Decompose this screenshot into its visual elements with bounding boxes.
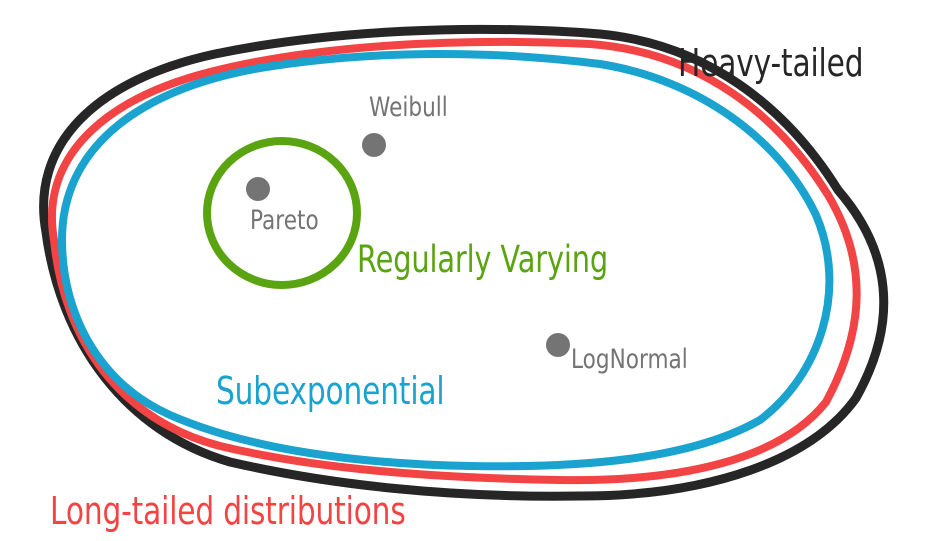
regularly-varying-circle	[203, 137, 361, 289]
lognormal-point	[546, 333, 570, 357]
heavy-tailed-boundary	[39, 24, 889, 501]
weibull-label: Weibull	[369, 92, 448, 123]
pareto-point	[246, 177, 270, 201]
subexponential-label: Subexponential	[216, 369, 445, 413]
lognormal-label: LogNormal	[571, 344, 688, 375]
long-tailed-label: Long-tailed distributions	[50, 489, 406, 533]
subexponential-boundary	[58, 49, 834, 471]
regularly-varying-label: Regularly Varying	[357, 238, 609, 281]
long-tailed-boundary	[48, 37, 861, 485]
heavy-tailed-label: Heavy-tailed	[678, 41, 864, 85]
pareto-label: Pareto	[250, 205, 319, 236]
weibull-point	[362, 133, 386, 157]
